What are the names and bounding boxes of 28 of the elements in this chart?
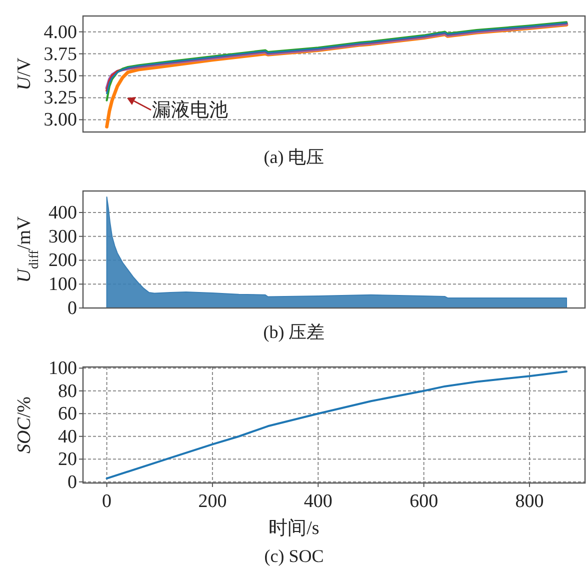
y-tick-label: 100: [48, 358, 77, 380]
y-tick-label: 3.25: [44, 88, 77, 109]
y-tick-label: 200: [48, 250, 77, 272]
y-tick-label: 300: [48, 226, 77, 248]
y-tick-label: 0: [68, 298, 77, 319]
text: (a) 电压: [264, 147, 324, 167]
y-tick-label: 20: [58, 449, 77, 470]
y-tick-label: 100: [48, 274, 77, 296]
x-tick-label: 800: [515, 491, 544, 512]
y-axis-title: U/V: [14, 57, 35, 90]
x-tick-label: 600: [410, 491, 438, 512]
y-tick-label: 80: [58, 380, 77, 402]
y-tick-label: 4.00: [44, 22, 77, 43]
y-tick-label: 400: [48, 202, 77, 224]
x-axis-title: 时间/s: [268, 518, 320, 539]
text: (b) 压差: [263, 322, 325, 342]
y-tick-label: 3.00: [44, 110, 77, 131]
x-tick-label: 400: [304, 491, 332, 512]
x-tick-label: 0: [102, 491, 112, 512]
y-tick-label: 60: [58, 404, 77, 425]
y-tick-label: 3.75: [44, 44, 77, 65]
y-tick-label: 0: [68, 472, 77, 493]
y-tick-label: 40: [58, 426, 77, 448]
text: (c) SOC: [264, 546, 324, 566]
annotation: 漏液电池: [152, 99, 228, 121]
x-tick-label: 200: [198, 491, 227, 512]
y-axis-title: SOC/%: [14, 396, 35, 454]
y-tick-label: 3.50: [44, 66, 77, 87]
